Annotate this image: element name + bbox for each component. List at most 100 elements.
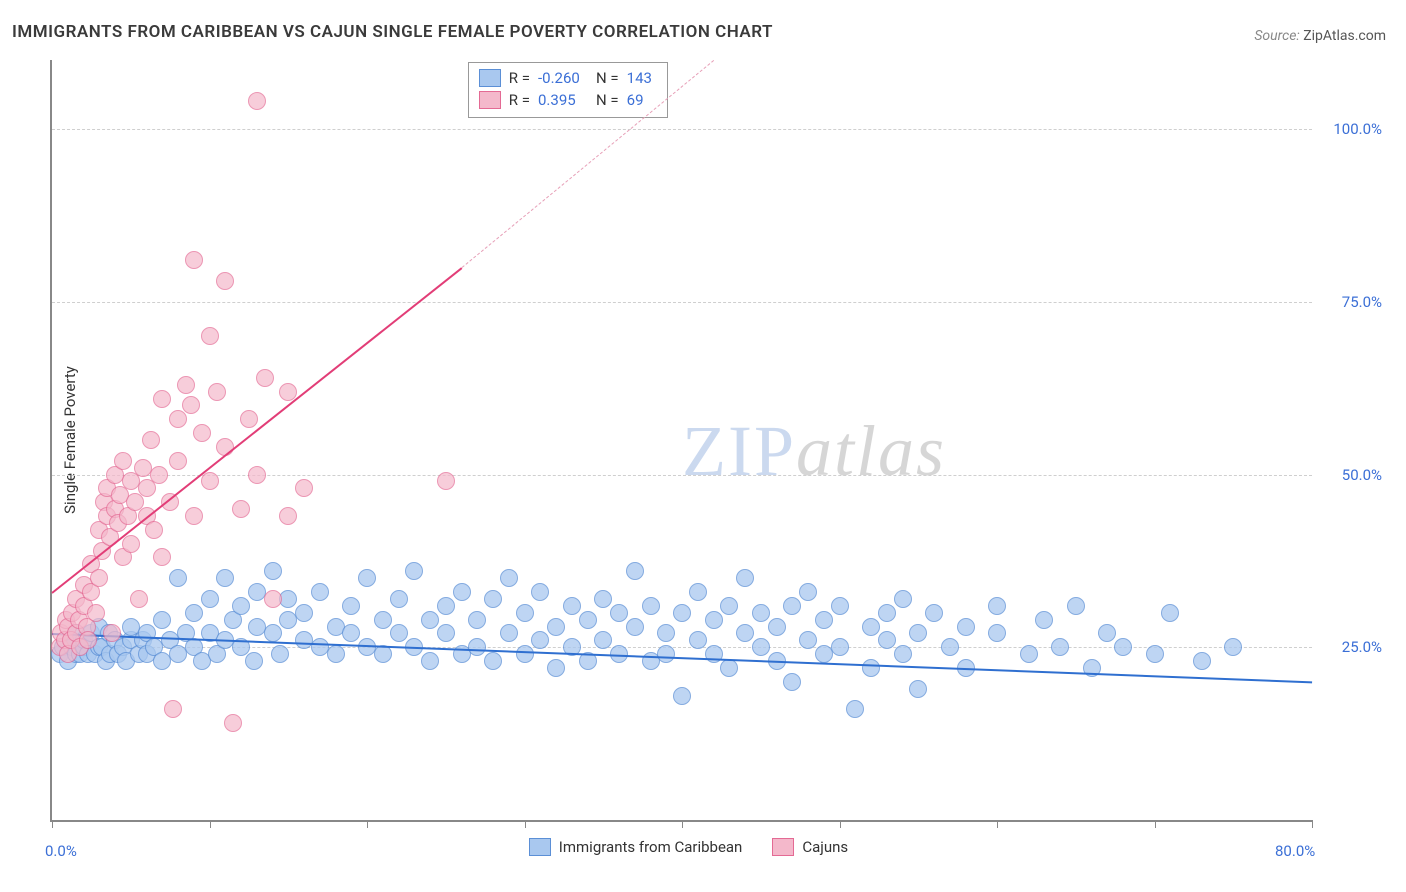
data-point-cajuns — [185, 507, 203, 525]
data-point-caribbean — [437, 597, 455, 615]
source-prefix: Source: — [1254, 28, 1303, 44]
data-point-cajuns — [79, 631, 97, 649]
data-point-caribbean — [232, 597, 250, 615]
data-point-caribbean — [358, 569, 376, 587]
data-point-caribbean — [909, 624, 927, 642]
data-point-caribbean — [185, 604, 203, 622]
data-point-cajuns — [248, 466, 266, 484]
data-point-cajuns — [232, 500, 250, 518]
x-tick — [525, 820, 526, 828]
data-point-caribbean — [468, 611, 486, 629]
data-point-caribbean — [689, 583, 707, 601]
data-point-caribbean — [626, 562, 644, 580]
data-point-caribbean — [878, 604, 896, 622]
x-tick — [1155, 820, 1156, 828]
data-point-caribbean — [736, 624, 754, 642]
data-point-caribbean — [720, 659, 738, 677]
data-point-caribbean — [783, 597, 801, 615]
data-point-cajuns — [169, 452, 187, 470]
data-point-caribbean — [264, 624, 282, 642]
data-point-cajuns — [122, 535, 140, 553]
legend-r-value-cajuns: 0.395 — [538, 91, 588, 109]
legend-n-label: N = — [596, 69, 619, 87]
data-point-cajuns — [201, 472, 219, 490]
correlation-legend: R =-0.260N =143R =0.395N =69 — [468, 62, 668, 118]
data-point-caribbean — [720, 597, 738, 615]
data-point-caribbean — [1114, 638, 1132, 656]
chart-title: IMMIGRANTS FROM CARIBBEAN VS CAJUN SINGL… — [12, 22, 773, 42]
data-point-caribbean — [531, 631, 549, 649]
data-point-cajuns — [279, 507, 297, 525]
data-point-cajuns — [90, 569, 108, 587]
data-point-caribbean — [327, 645, 345, 663]
data-point-caribbean — [1035, 611, 1053, 629]
x-tick — [367, 820, 368, 828]
data-point-cajuns — [177, 376, 195, 394]
data-point-caribbean — [468, 638, 486, 656]
legend-row-cajuns: R =0.395N =69 — [479, 89, 657, 111]
legend-n-value-cajuns: 69 — [627, 91, 657, 109]
data-point-caribbean — [516, 604, 534, 622]
data-point-caribbean — [594, 590, 612, 608]
data-point-caribbean — [1020, 645, 1038, 663]
data-point-cajuns — [114, 452, 132, 470]
data-point-cajuns — [153, 390, 171, 408]
data-point-caribbean — [279, 590, 297, 608]
legend-item-cajuns: Cajuns — [772, 838, 848, 856]
data-point-caribbean — [894, 590, 912, 608]
data-point-cajuns — [142, 431, 160, 449]
x-tick — [840, 820, 841, 828]
legend-r-label: R = — [509, 69, 530, 87]
gridline — [52, 475, 1312, 476]
legend-row-caribbean: R =-0.260N =143 — [479, 67, 657, 89]
data-point-caribbean — [673, 604, 691, 622]
data-point-caribbean — [1161, 604, 1179, 622]
data-point-caribbean — [799, 583, 817, 601]
trend-line-cajuns — [51, 267, 462, 593]
data-point-caribbean — [531, 583, 549, 601]
y-tick-label: 50.0% — [1322, 466, 1382, 484]
data-point-caribbean — [815, 611, 833, 629]
data-point-cajuns — [437, 472, 455, 490]
legend-r-value-caribbean: -0.260 — [538, 69, 588, 87]
data-point-caribbean — [752, 604, 770, 622]
data-point-caribbean — [579, 611, 597, 629]
data-point-caribbean — [547, 659, 565, 677]
data-point-caribbean — [500, 569, 518, 587]
data-point-caribbean — [1224, 638, 1242, 656]
data-point-cajuns — [185, 251, 203, 269]
data-point-caribbean — [295, 604, 313, 622]
data-point-cajuns — [150, 466, 168, 484]
data-point-cajuns — [193, 424, 211, 442]
legend-swatch-caribbean — [529, 838, 551, 856]
data-point-cajuns — [182, 396, 200, 414]
y-tick-label: 75.0% — [1322, 293, 1382, 311]
series-legend: Immigrants from Caribbean Cajuns — [529, 838, 848, 856]
legend-n-label: N = — [596, 91, 619, 109]
data-point-caribbean — [1098, 624, 1116, 642]
data-point-caribbean — [271, 645, 289, 663]
data-point-cajuns — [130, 590, 148, 608]
data-point-cajuns — [208, 383, 226, 401]
data-point-caribbean — [1146, 645, 1164, 663]
data-point-caribbean — [705, 611, 723, 629]
data-point-caribbean — [405, 562, 423, 580]
data-point-caribbean — [390, 590, 408, 608]
data-point-caribbean — [421, 652, 439, 670]
data-point-caribbean — [500, 624, 518, 642]
data-point-caribbean — [437, 624, 455, 642]
watermark-zip: ZIP — [682, 411, 796, 491]
data-point-caribbean — [264, 562, 282, 580]
legend-label-caribbean: Immigrants from Caribbean — [559, 838, 743, 856]
watermark: ZIPatlas — [682, 410, 946, 493]
gridline — [52, 129, 1312, 130]
data-point-caribbean — [657, 645, 675, 663]
scatter-plot: Single Female Poverty ZIPatlas R =-0.260… — [50, 60, 1312, 822]
data-point-caribbean — [862, 659, 880, 677]
data-point-cajuns — [201, 327, 219, 345]
data-point-caribbean — [988, 624, 1006, 642]
data-point-caribbean — [957, 618, 975, 636]
data-point-caribbean — [752, 638, 770, 656]
data-point-cajuns — [169, 410, 187, 428]
data-point-cajuns — [264, 590, 282, 608]
